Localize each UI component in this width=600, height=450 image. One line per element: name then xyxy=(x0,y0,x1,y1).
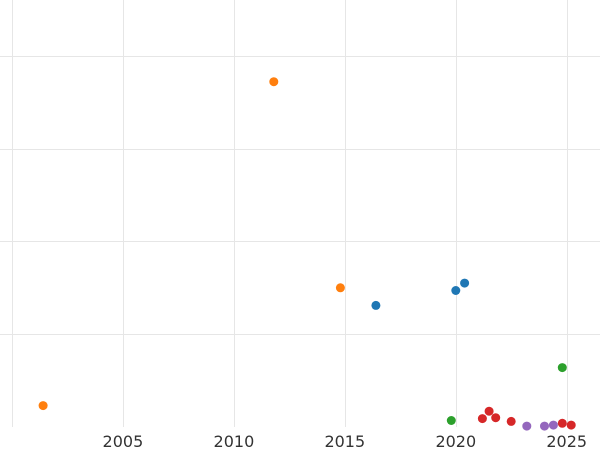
data-point xyxy=(548,420,558,430)
grid-layer xyxy=(0,0,600,427)
data-point xyxy=(522,421,532,431)
x-tick-label: 2010 xyxy=(214,432,255,450)
data-point xyxy=(335,283,345,293)
data-point xyxy=(484,406,494,416)
points-layer xyxy=(38,77,576,431)
x-tick-label: 2025 xyxy=(546,432,587,450)
data-point xyxy=(540,421,549,431)
data-point xyxy=(460,278,470,288)
x-tick-labels: 2005 2010 2015 2020 2025 xyxy=(103,432,588,450)
data-point xyxy=(451,286,461,295)
data-point xyxy=(446,416,456,425)
data-point xyxy=(491,413,501,423)
data-point xyxy=(38,401,48,411)
x-tick-label: 2020 xyxy=(435,432,476,450)
data-point xyxy=(477,414,487,424)
data-point xyxy=(566,420,576,430)
data-point xyxy=(506,416,516,426)
data-point xyxy=(269,77,279,87)
data-point xyxy=(371,300,381,310)
x-tick-label: 2015 xyxy=(324,432,365,450)
data-point xyxy=(557,363,567,373)
x-tick-label: 2005 xyxy=(103,432,144,450)
data-point xyxy=(557,418,567,428)
